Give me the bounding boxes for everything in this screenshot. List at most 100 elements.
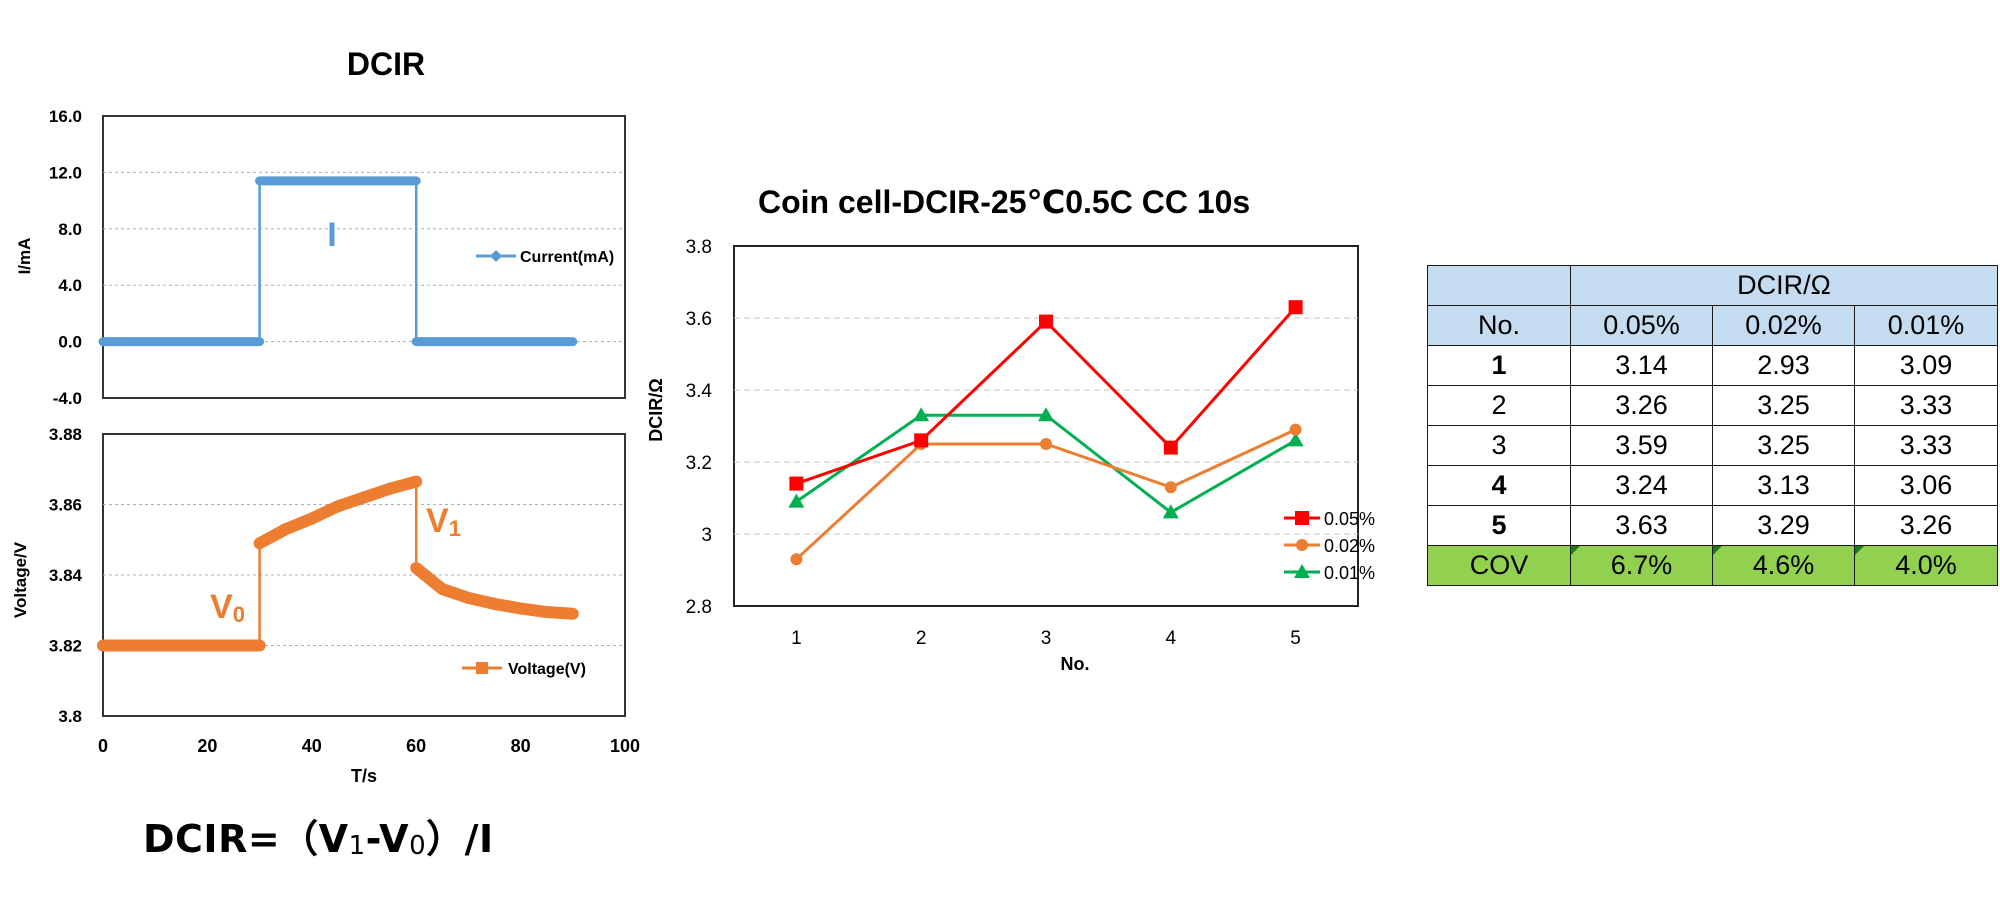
table-column-header: 0.05% <box>1570 305 1713 346</box>
legend-label: 0.01% <box>1324 563 1375 583</box>
data-point <box>1164 481 1177 494</box>
data-point <box>1289 423 1302 436</box>
dcir-chart-title: DCIR <box>347 46 425 82</box>
coin-cell-y-tick-label: 3.2 <box>686 453 712 474</box>
voltage-x-tick-label: 100 <box>610 736 640 756</box>
data-point <box>1287 432 1304 447</box>
current-legend: Current(mA) <box>476 249 614 266</box>
coin-cell-y-axis-label: DCIR/Ω <box>646 378 666 441</box>
table-cell: 3.26 <box>1854 505 1998 546</box>
table-cell: 3.59 <box>1570 425 1713 466</box>
v1-annotation: V1 <box>426 502 461 541</box>
current-y-tick-label: -4.0 <box>53 389 82 408</box>
data-point <box>789 476 804 491</box>
table-cell: 5 <box>1427 505 1571 546</box>
table-row: 2 3.26 3.25 3.33 <box>1427 385 1998 426</box>
data-point <box>1162 504 1179 519</box>
data-point <box>788 493 805 508</box>
legend-label: 0.05% <box>1324 509 1375 529</box>
voltage-x-tick-label: 20 <box>197 736 217 756</box>
legend-marker <box>1296 539 1308 551</box>
formula-subscript: 1 <box>348 831 366 861</box>
table-corner-cell <box>1427 265 1571 306</box>
legend-marker <box>1294 564 1310 578</box>
table-cell: 4.0% <box>1854 545 1998 586</box>
table-cell: 3.33 <box>1854 425 1998 466</box>
dcir-data-table: DCIR/Ω No. 0.05% 0.02% 0.01% 1 3.14 2.93… <box>1427 265 1998 586</box>
table-summary-row: COV 6.7% 4.6% 4.0% <box>1427 545 1998 586</box>
table-cell: 3.24 <box>1570 465 1713 506</box>
coin-cell-y-tick-label: 3.6 <box>686 309 712 330</box>
v0-annotation: V0 <box>210 588 245 627</box>
coin-cell-legend: 0.05% 0.02% 0.01% <box>1284 509 1375 583</box>
table-cell: 4.6% <box>1712 545 1855 586</box>
current-y-tick-label: 16.0 <box>49 107 82 126</box>
table-cell: 3.33 <box>1854 385 1998 426</box>
table-row: 3 3.59 3.25 3.33 <box>1427 425 1998 466</box>
coin-cell-x-tick-label: 1 <box>791 628 802 649</box>
cov-value: 6.7% <box>1610 550 1673 580</box>
data-point <box>790 553 803 566</box>
cov-value: 4.0% <box>1895 550 1957 580</box>
table-cell: 2.93 <box>1712 345 1855 386</box>
table-cell: 3.25 <box>1712 385 1855 426</box>
table-column-header: No. <box>1427 305 1571 346</box>
current-y-axis-label: I/mA <box>15 238 34 275</box>
legend-label: 0.02% <box>1324 536 1375 556</box>
data-point <box>1039 314 1053 329</box>
voltage-y-tick-label: 3.82 <box>49 637 82 656</box>
coin-cell-y-tick-label: 3.4 <box>686 381 713 402</box>
voltage-plot: 3.88 3.86 3.84 3.82 3.8 0 20 40 60 80 100 Voltage… <box>11 425 640 786</box>
table-cell: 3.25 <box>1712 425 1855 466</box>
table-column-header: 0.02% <box>1712 305 1855 346</box>
current-y-tick-label: 0.0 <box>58 333 82 352</box>
table-column-header-row: No. 0.05% 0.02% 0.01% <box>1427 305 1998 346</box>
data-point <box>1040 438 1052 450</box>
table-cell: 3.63 <box>1570 505 1713 546</box>
voltage-legend-label: Voltage(V) <box>508 661 586 678</box>
table-column-header: 0.01% <box>1854 305 1998 346</box>
voltage-legend: Voltage(V) <box>462 661 586 678</box>
voltage-x-axis-label: T/s <box>351 766 377 786</box>
data-point <box>913 407 930 422</box>
voltage-y-tick-label: 3.88 <box>49 425 82 444</box>
coin-cell-x-tick-label: 3 <box>1041 628 1052 649</box>
data-point <box>1038 407 1054 422</box>
table-cell: 3.06 <box>1854 465 1998 506</box>
table-group-header-row: DCIR/Ω <box>1427 265 1998 306</box>
formula-text: ）/I <box>426 817 494 861</box>
table-cell: 1 <box>1427 345 1571 386</box>
table-cell: COV <box>1427 545 1571 586</box>
current-legend-label: Current(mA) <box>520 249 614 266</box>
voltage-y-tick-label: 3.84 <box>49 566 83 585</box>
current-annotation: I <box>327 216 336 254</box>
voltage-x-tick-label: 0 <box>98 736 108 756</box>
voltage-marker-band <box>540 606 579 620</box>
table-group-header: DCIR/Ω <box>1570 265 1998 306</box>
data-point <box>1163 440 1178 455</box>
current-plot: 16.0 12.0 8.0 4.0 0.0 -4.0 I/mA I Current(mA) <box>15 107 626 408</box>
dcir-formula: DCIR=（V1-V0）/I <box>143 808 494 863</box>
formula-subscript: 0 <box>409 831 427 861</box>
table-row: 1 3.14 2.93 3.09 <box>1427 345 1998 386</box>
cov-value: 4.6% <box>1752 550 1815 580</box>
voltage-y-tick-label: 3.8 <box>58 707 82 726</box>
current-y-tick-label: 12.0 <box>49 163 82 182</box>
table-row: 5 3.63 3.29 3.26 <box>1427 505 1998 546</box>
coin-cell-dcir-chart: Coin cell-DCIR-25℃0.5C CC 10s 3.8 3.6 3.4 3… <box>646 184 1375 674</box>
table-cell: 3 <box>1427 425 1571 466</box>
table-cell: 6.7% <box>1570 545 1713 586</box>
table-cell: 3.13 <box>1712 465 1855 506</box>
voltage-marker-band <box>384 475 423 495</box>
coin-cell-x-tick-label: 5 <box>1290 628 1301 649</box>
table-cell: 2 <box>1427 385 1571 426</box>
table-cell: 3.09 <box>1854 345 1998 386</box>
coin-cell-y-tick-label: 3.8 <box>686 237 712 258</box>
coin-cell-y-tick-label: 3 <box>701 525 712 546</box>
coin-cell-x-axis-label: No. <box>1061 654 1090 674</box>
current-y-tick-label: 4.0 <box>58 276 82 295</box>
table-cell: 4 <box>1427 465 1571 506</box>
voltage-x-tick-label: 80 <box>511 736 531 756</box>
coin-cell-chart-title: Coin cell-DCIR-25℃0.5C CC 10s <box>758 184 1250 220</box>
table-cell: 3.26 <box>1570 385 1713 426</box>
